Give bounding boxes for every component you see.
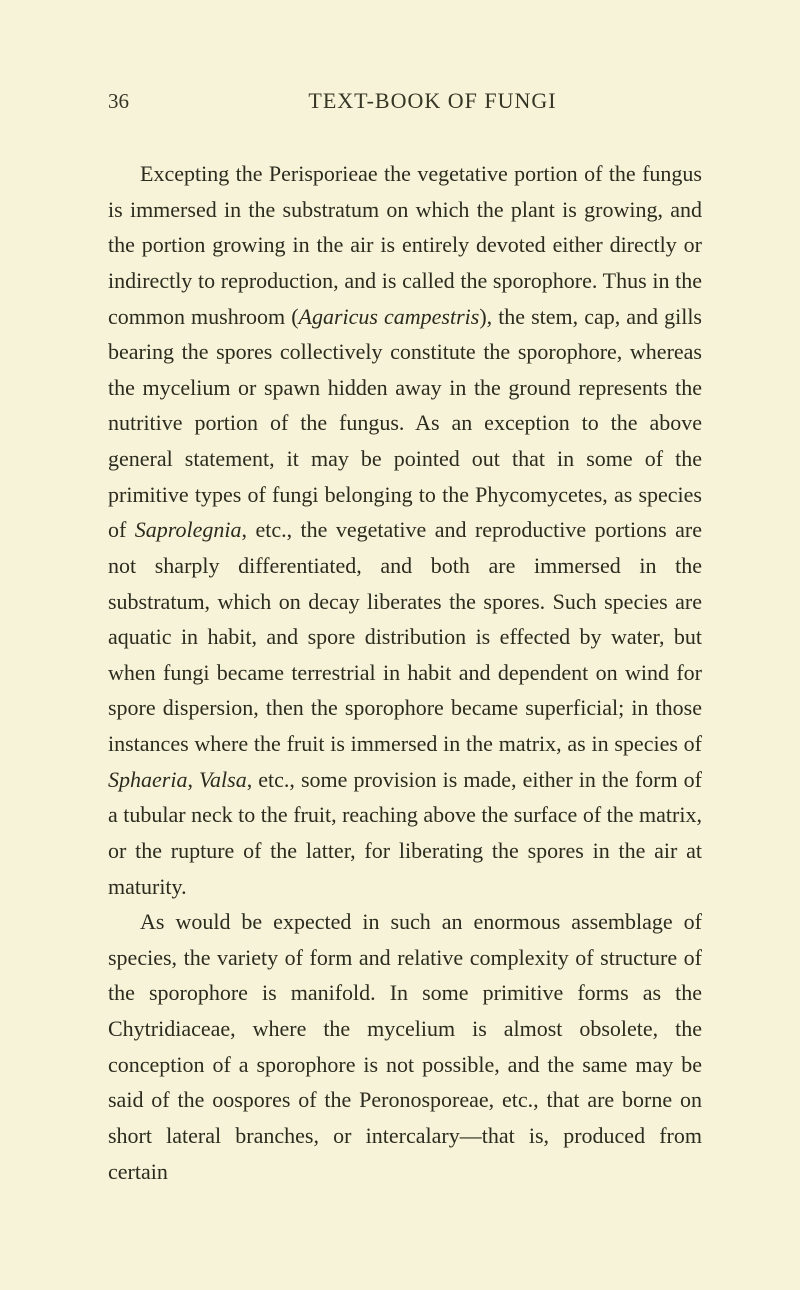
book-title: TEXT-BOOK OF FUNGI [308, 88, 556, 114]
p1-italic-4: Valsa [199, 767, 247, 792]
p1-italic-1: Agaricus campestris [299, 304, 480, 329]
page-header: 36 TEXT-BOOK OF FUNGI [108, 88, 702, 114]
p1-italic-3: Sphaeria [108, 767, 187, 792]
paragraph-1: Excepting the Perisporieae the vegetativ… [108, 156, 702, 904]
p1-text-4: , [187, 767, 199, 792]
p1-text-3: , etc., the vegetative and reproductive … [108, 517, 702, 756]
p1-text-2: ), the stem, cap, and gills bearing the … [108, 304, 702, 543]
p1-italic-2: Saprolegnia [135, 517, 242, 542]
page-number: 36 [108, 89, 129, 114]
paragraph-2: As would be expected in such an enormous… [108, 904, 702, 1189]
body-text: Excepting the Perisporieae the vegetativ… [108, 156, 702, 1189]
